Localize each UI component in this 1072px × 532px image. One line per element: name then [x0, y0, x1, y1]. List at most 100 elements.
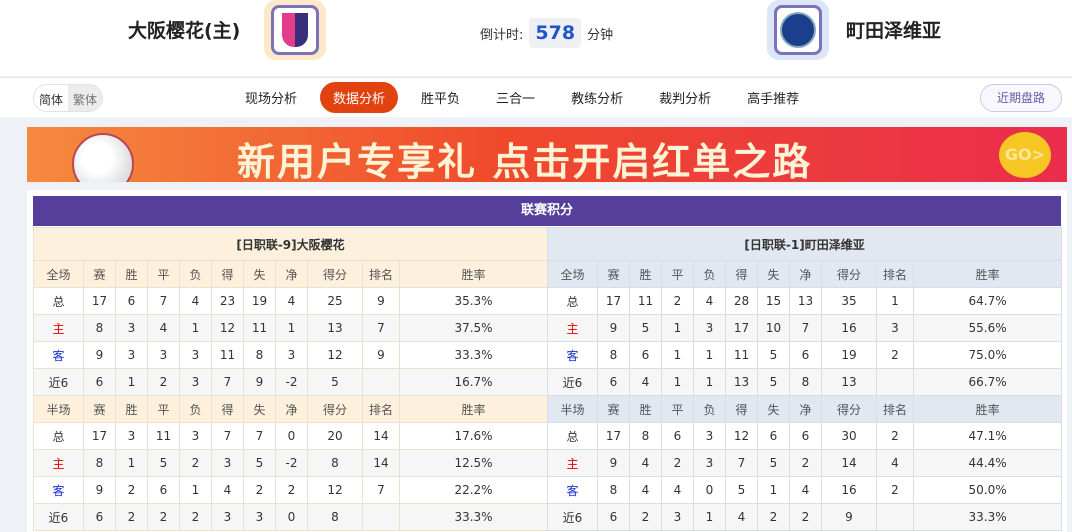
row-label: 近6	[33, 503, 84, 531]
cell: 30	[821, 422, 877, 450]
column-header: 半场	[547, 395, 598, 423]
table-caption: [日职联-1]町田泽维亚	[546, 227, 1063, 261]
column-header: 得分	[821, 395, 877, 423]
tab-0[interactable]: 现场分析	[245, 92, 298, 107]
cell: 7	[789, 314, 822, 342]
cell	[362, 503, 400, 531]
cell: 6	[115, 287, 148, 315]
column-header: 得	[725, 260, 758, 288]
cell: 1	[179, 314, 212, 342]
cell: 6	[661, 422, 694, 450]
cell: 7	[147, 287, 180, 315]
cell: 3	[876, 314, 914, 342]
cell: 9	[83, 341, 116, 369]
cell: 2	[876, 476, 914, 504]
cell: 9	[597, 314, 630, 342]
row-label: 总	[33, 422, 84, 450]
cell: 11	[147, 422, 180, 450]
column-header-row: 全场赛胜平负得失净得分 排名 胜率	[33, 260, 548, 288]
cell: 8	[243, 341, 276, 369]
tab-5[interactable]: 裁判分析	[659, 92, 712, 107]
go-button[interactable]: GO>	[999, 132, 1051, 178]
column-header: 净	[789, 260, 822, 288]
cell: 6	[757, 422, 790, 450]
table-row: 近6 6 1 2 3 7 9 -2 5 16.7%	[33, 368, 548, 396]
cell: 6	[629, 341, 662, 369]
cell: 8	[597, 476, 630, 504]
cell: 9	[243, 368, 276, 396]
cell: 12.5%	[399, 449, 548, 477]
column-header: 平	[147, 260, 180, 288]
recent-odds-button[interactable]: 近期盘路	[980, 84, 1062, 112]
lang-traditional[interactable]: 繁体	[68, 85, 103, 111]
tab-1[interactable]: 数据分析	[320, 82, 399, 113]
row-label: 客	[547, 341, 598, 369]
column-header: 失	[243, 395, 276, 423]
cell: 3	[693, 449, 726, 477]
cell: 1	[661, 314, 694, 342]
cell: 47.1%	[912, 422, 1063, 450]
column-header: 负	[693, 260, 726, 288]
cell: 2	[179, 503, 212, 531]
column-header: 平	[147, 395, 180, 423]
column-header: 胜率	[399, 395, 548, 423]
cell: 11	[725, 341, 758, 369]
cell: 1	[876, 287, 914, 315]
column-header: 排名	[362, 395, 400, 423]
column-header: 失	[243, 260, 276, 288]
cell: 5	[147, 449, 180, 477]
cell: 23	[211, 287, 244, 315]
cell: 8	[629, 422, 662, 450]
cell: 6	[789, 341, 822, 369]
cell: 1	[275, 314, 308, 342]
tab-2[interactable]: 胜平负	[421, 92, 461, 107]
cell: 17	[83, 287, 116, 315]
cell: 6	[83, 368, 116, 396]
column-header: 胜	[629, 395, 662, 423]
standings-title: 联赛积分	[33, 196, 1061, 226]
column-header: 负	[693, 395, 726, 423]
cell: -2	[275, 368, 308, 396]
column-header: 失	[757, 395, 790, 423]
cell: 1	[115, 368, 148, 396]
row-label: 客	[547, 476, 598, 504]
column-header: 赛	[597, 395, 630, 423]
cell: 13	[821, 368, 877, 396]
row-label: 客	[33, 341, 84, 369]
cell: 6	[147, 476, 180, 504]
cell: 2	[629, 503, 662, 531]
cell: 17	[725, 314, 758, 342]
column-header: 平	[661, 395, 694, 423]
cell: 4	[876, 449, 914, 477]
away-team-name[interactable]: 町田泽维亚	[846, 20, 942, 42]
home-team-logo[interactable]	[264, 0, 326, 60]
lang-simplified[interactable]: 简体	[39, 93, 64, 107]
cell: 3	[275, 341, 308, 369]
cell: 1	[693, 368, 726, 396]
promo-banner[interactable]: 新用户专享礼 点击开启红单之路 GO>	[27, 127, 1067, 182]
cell: 5	[757, 449, 790, 477]
table-row: 总 17 11 2 4 28 15 13 35 1 64.7%	[547, 287, 1063, 315]
tab-3[interactable]: 三合一	[496, 92, 536, 107]
home-team-name[interactable]: 大阪樱花(主)	[128, 20, 241, 42]
cell: 1	[115, 449, 148, 477]
cell: 8	[789, 368, 822, 396]
language-toggle[interactable]: 简体 繁体	[33, 84, 104, 112]
cell: 12	[307, 476, 363, 504]
table-caption: [日职联-9]大阪樱花	[33, 227, 548, 261]
column-header: 赛	[597, 260, 630, 288]
cell: 2	[147, 368, 180, 396]
cell: 12	[211, 314, 244, 342]
nav-bar: 简体 繁体 现场分析 数据分析 胜平负 三合一 教练分析 裁判分析 高手推荐 近期盘路	[0, 77, 1072, 117]
cell: 7	[362, 314, 400, 342]
cell: 11	[243, 314, 276, 342]
tab-4[interactable]: 教练分析	[571, 92, 624, 107]
tab-6[interactable]: 高手推荐	[747, 92, 800, 107]
home-standings-table: [日职联-9]大阪樱花 全场赛胜平负得失净得分 排名 胜率总 17 6 7 4 23 19 4 25 9…	[33, 227, 548, 531]
away-team-logo[interactable]	[767, 0, 829, 60]
table-row: 近6 6 4 1 1 13 5 8 13 66.7%	[547, 368, 1063, 396]
column-header-row: 全场赛胜平负得失净得分 排名 胜率	[547, 260, 1063, 288]
cell: 33.3%	[912, 503, 1063, 531]
cell: 4	[725, 503, 758, 531]
column-header: 净	[275, 395, 308, 423]
